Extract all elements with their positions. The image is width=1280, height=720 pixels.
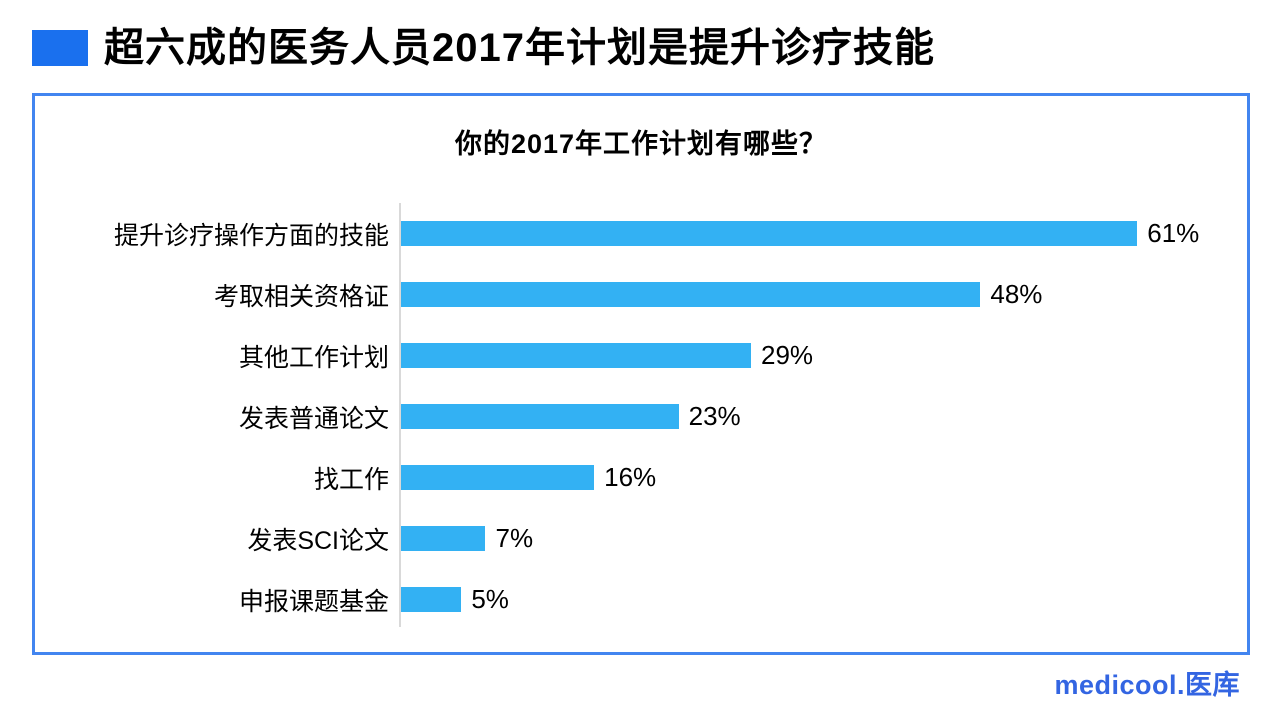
bar (401, 404, 679, 429)
value-label: 48% (990, 279, 1043, 309)
chart-row: 发表SCI论文 7% (35, 508, 1247, 569)
chart-row: 发表普通论文 23% (35, 386, 1247, 447)
bar (401, 343, 752, 368)
chart-row: 考取相关资格证 48% (35, 264, 1247, 325)
bar-track: 61% (401, 203, 1247, 264)
value-label: 29% (761, 340, 814, 370)
chart-row: 提升诊疗操作方面的技能 61% (35, 203, 1247, 264)
bar-track: 23% (401, 386, 1247, 447)
bar-track: 7% (401, 508, 1247, 569)
category-label: 找工作 (313, 465, 389, 494)
category-label: 发表SCI论文 (247, 526, 389, 555)
bar (401, 465, 595, 490)
bar-track: 48% (401, 264, 1247, 325)
chart-container: 你的2017年工作计划有哪些？ 提升诊疗操作方面的技能 61% 考取相关资格证 … (32, 93, 1250, 655)
medicool-logo: medicool.医库 (1054, 670, 1240, 700)
category-label: 考取相关资格证 (213, 282, 389, 311)
chart-row: 其他工作计划 29% (35, 325, 1247, 386)
category-label: 提升诊疗操作方面的技能 (113, 221, 389, 250)
bar (401, 587, 462, 612)
bar (401, 282, 981, 307)
category-label: 申报课题基金 (238, 587, 389, 616)
title-bullet-square (32, 30, 88, 66)
value-label: 7% (495, 523, 534, 553)
y-axis-line (399, 203, 401, 627)
value-label: 61% (1147, 218, 1200, 248)
chart-rows: 提升诊疗操作方面的技能 61% 考取相关资格证 48% 其他工作计划 29% 发… (35, 203, 1247, 630)
value-label: 5% (471, 584, 509, 614)
value-label: 23% (688, 401, 741, 431)
bar (401, 221, 1138, 246)
bar (401, 526, 486, 551)
bar-track: 5% (401, 569, 1247, 630)
chart-title: 你的2017年工作计划有哪些？ (454, 129, 828, 159)
chart-row: 申报课题基金 5% (35, 569, 1247, 630)
page-title: 超六成的医务人员2017年计划是提升诊疗技能 (104, 26, 935, 70)
chart-row: 找工作 16% (35, 447, 1247, 508)
value-label: 16% (604, 462, 657, 492)
category-label: 其他工作计划 (238, 343, 389, 372)
bar-track: 29% (401, 325, 1247, 386)
bar-track: 16% (401, 447, 1247, 508)
category-label: 发表普通论文 (238, 404, 389, 433)
